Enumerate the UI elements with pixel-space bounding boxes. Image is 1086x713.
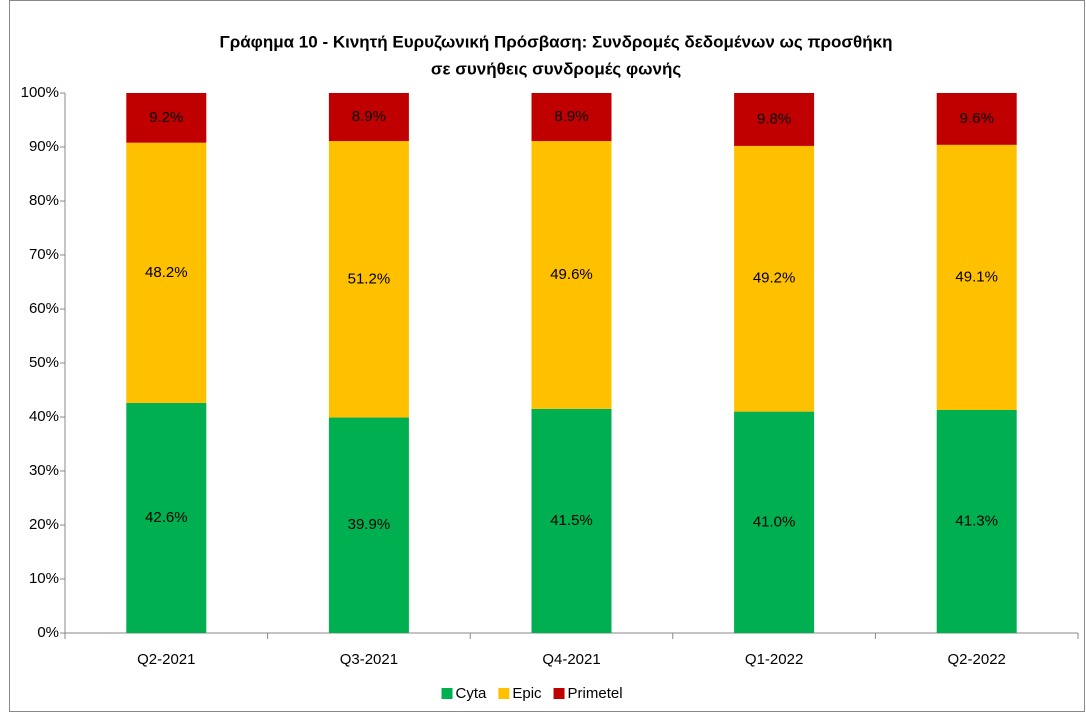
data-label: 42.6%: [145, 509, 188, 526]
x-tick-label: Q1-2022: [745, 651, 803, 668]
legend-label: Epic: [512, 685, 542, 702]
bar-segment: [531, 141, 612, 409]
legend-swatch: [498, 688, 510, 699]
y-tick-label: 40%: [29, 408, 59, 425]
y-tick-label: 0%: [37, 624, 59, 641]
x-tick-label: Q2-2022: [948, 651, 1006, 668]
bar-segment: [328, 141, 409, 418]
data-label: 41.5%: [550, 512, 593, 529]
y-tick-label: 90%: [29, 138, 59, 155]
chart-title: σε συνήθεις συνδρομές φωνής: [431, 59, 682, 78]
bar-segment: [734, 145, 815, 412]
data-label: 51.2%: [348, 270, 391, 287]
bar-segment: [328, 93, 409, 142]
y-tick-label: 80%: [29, 192, 59, 209]
bar-segment: [126, 142, 207, 403]
x-tick-label: Q4-2021: [542, 651, 600, 668]
y-tick-label: 70%: [29, 246, 59, 263]
data-label: 41.0%: [753, 513, 796, 530]
data-label: 9.8%: [757, 110, 791, 127]
bar-segment: [936, 93, 1017, 145]
x-tick-label: Q3-2021: [340, 651, 398, 668]
data-label: 8.9%: [352, 108, 386, 125]
data-label: 49.1%: [955, 268, 998, 285]
data-label: 8.9%: [554, 108, 588, 125]
legend-swatch: [553, 688, 565, 699]
legend-label: Cyta: [456, 685, 488, 702]
data-label: 9.6%: [960, 110, 994, 127]
legend-label: Primetel: [568, 685, 623, 702]
data-label: 39.9%: [348, 516, 391, 533]
chart-title: Γράφημα 10 - Κινητή Ευρυζωνική Πρόσβαση:…: [220, 32, 893, 51]
bar-segment: [936, 144, 1017, 410]
bar-segment: [126, 402, 207, 633]
y-tick-label: 60%: [29, 300, 59, 317]
x-tick-label: Q2-2021: [137, 651, 195, 668]
bar-segment: [126, 93, 207, 143]
data-label: 49.6%: [550, 266, 593, 283]
bar-segment: [531, 93, 612, 142]
y-tick-label: 10%: [29, 570, 59, 587]
data-label: 49.2%: [753, 270, 796, 287]
legend-swatch: [441, 688, 453, 699]
bar-segment: [936, 409, 1017, 633]
bar-segment: [734, 93, 815, 146]
bar-segment: [734, 411, 815, 633]
y-tick-label: 30%: [29, 462, 59, 479]
y-tick-label: 20%: [29, 516, 59, 533]
bar-segment: [328, 417, 409, 633]
y-tick-label: 50%: [29, 354, 59, 371]
y-tick-label: 100%: [21, 84, 59, 101]
data-label: 41.3%: [955, 512, 998, 529]
bar-segment: [531, 408, 612, 633]
data-label: 48.2%: [145, 264, 188, 281]
data-label: 9.2%: [149, 109, 183, 126]
